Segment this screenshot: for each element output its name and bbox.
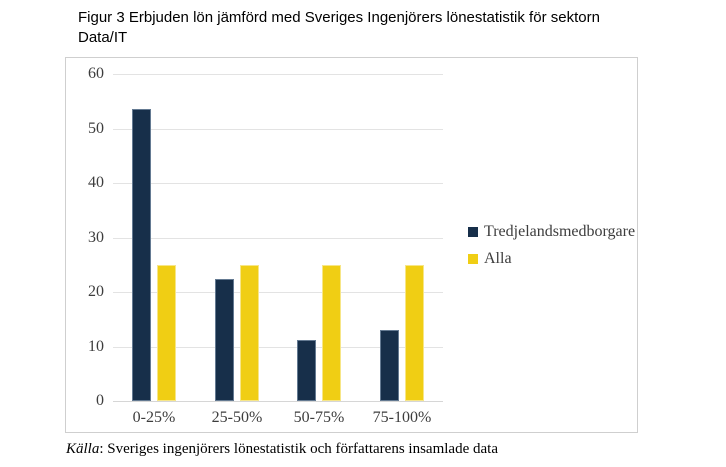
gridline [113, 292, 443, 293]
y-tick-label: 20 [88, 283, 104, 300]
legend-label: Alla [484, 250, 512, 267]
bar-tredjelandsmedborgare-25-50% [215, 279, 234, 401]
gridline [113, 183, 443, 184]
chart-frame: Tredjelandsmedborgare Alla 0 10 20 30 40 50 60 0… [65, 57, 638, 433]
bar-tredjelandsmedborgare-0-25% [132, 109, 151, 401]
legend-item-tredjelandsmedborgare: Tredjelandsmedborgare [468, 224, 635, 240]
figure-title-line1: Figur 3 Erbjuden lön jämförd med Sverige… [78, 9, 600, 26]
x-tick-label: 50-75% [293, 409, 345, 426]
y-tick-label: 50 [88, 120, 104, 137]
source-label: Källa [66, 441, 100, 457]
legend-item-alla: Alla [468, 251, 635, 267]
legend-swatch-icon [468, 227, 478, 237]
source-line: Källa: Sveriges ingenjörers lönestatisti… [66, 441, 498, 458]
y-tick-label: 10 [88, 338, 104, 355]
gridline [113, 129, 443, 130]
bar-alla-25-50% [240, 265, 259, 401]
bar-tredjelandsmedborgare-75-100% [380, 330, 399, 401]
y-tick-label: 0 [96, 392, 104, 409]
x-tick-label: 25-50% [211, 409, 263, 426]
y-tick-label: 60 [88, 65, 104, 82]
bar-alla-75-100% [405, 265, 424, 401]
gridline [113, 74, 443, 75]
source-text: : Sveriges ingenjörers lönestatistik och… [99, 441, 498, 457]
x-tick-label: 75-100% [372, 409, 432, 426]
chart-legend: Tredjelandsmedborgare Alla [468, 224, 635, 278]
x-axis-line [113, 401, 443, 402]
figure-title: Figur 3 Erbjuden lön jämförd med Sverige… [78, 8, 678, 48]
legend-label: Tredjelandsmedborgare [484, 223, 636, 240]
bar-alla-0-25% [157, 265, 176, 401]
figure-title-line2: Data/IT [78, 29, 128, 46]
x-tick-label: 0-25% [132, 409, 176, 426]
bar-tredjelandsmedborgare-50-75% [297, 340, 316, 401]
gridline [113, 238, 443, 239]
legend-swatch-icon [468, 254, 478, 264]
y-tick-label: 30 [88, 229, 104, 246]
gridline [113, 347, 443, 348]
bar-alla-50-75% [322, 265, 341, 401]
y-tick-label: 40 [88, 174, 104, 191]
